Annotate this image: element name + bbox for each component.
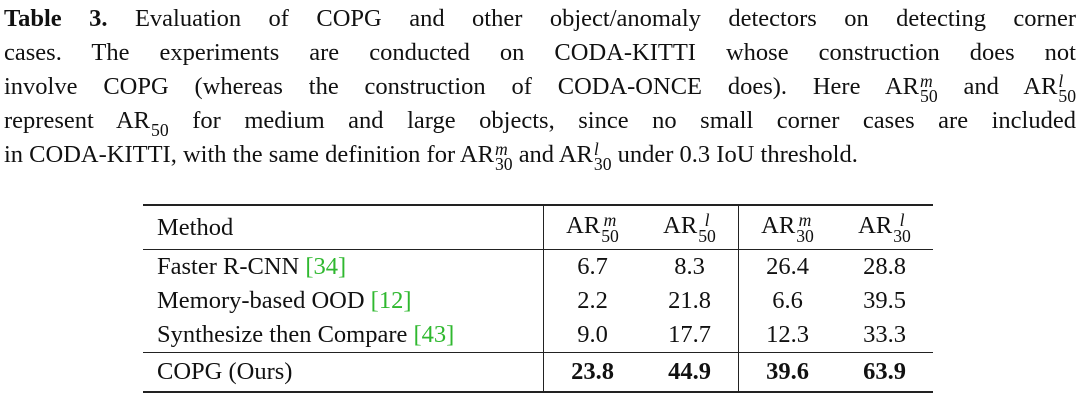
math-symbol: AR l 30 bbox=[858, 211, 911, 244]
value-cell: 6.6 bbox=[738, 284, 836, 318]
math-base: AR bbox=[566, 212, 601, 240]
math-base: AR bbox=[1023, 73, 1058, 100]
math-symbol: AR m 30 bbox=[459, 140, 513, 173]
caption-text: in CODA-KITTI, with the same definition … bbox=[4, 141, 460, 168]
math-scripts: m 30 bbox=[796, 209, 814, 246]
math-subscript: 30 bbox=[593, 154, 612, 175]
method-name: Synthesize then Compare bbox=[157, 321, 408, 348]
math-subscript: 50 bbox=[1058, 86, 1076, 107]
method-name: COPG (Ours) bbox=[157, 358, 293, 385]
caption-text: and bbox=[512, 141, 559, 168]
table-row: COPG (Ours) 23.8 44.9 39.6 63.9 bbox=[143, 352, 933, 393]
value-cell: 2.2 bbox=[543, 284, 641, 318]
value-cell: 39.6 bbox=[738, 352, 836, 393]
math-scripts: l 30 bbox=[893, 209, 911, 246]
header-cell: AR m 30 bbox=[738, 204, 836, 250]
method-cell: Memory-based OOD [12] bbox=[143, 284, 544, 318]
caption-text: involve COPG (whereas the construction o… bbox=[4, 73, 885, 100]
math-superscript: l bbox=[899, 209, 905, 230]
math-superscript: l bbox=[593, 138, 599, 159]
math-scripts: m 30 bbox=[494, 138, 513, 175]
citation[interactable]: [43] bbox=[413, 321, 455, 348]
citation[interactable]: [34] bbox=[305, 253, 347, 280]
math-symbol: AR l 30 bbox=[558, 140, 612, 173]
math-scripts: l 50 bbox=[1058, 70, 1076, 107]
method-name: Faster R-CNN bbox=[157, 253, 300, 280]
math-subscript: 50 bbox=[698, 225, 716, 246]
math-superscript: m bbox=[603, 209, 617, 230]
method-cell: Synthesize then Compare [43] bbox=[143, 318, 544, 353]
method-cell: COPG (Ours) bbox=[143, 352, 544, 393]
math-base: AR bbox=[858, 212, 893, 240]
math-superscript: l bbox=[704, 209, 710, 230]
math-scripts: l 50 bbox=[698, 209, 716, 246]
value-cell: 9.0 bbox=[543, 318, 641, 353]
math-symbol: AR l 50 bbox=[663, 211, 716, 244]
value-cell: 17.7 bbox=[668, 321, 711, 348]
caption-text: under 0.3 IoU threshold. bbox=[611, 141, 858, 168]
caption-line: involve COPG (whereas the construction o… bbox=[4, 70, 1076, 105]
value-cell: 63.9 bbox=[836, 352, 933, 393]
table-row: Memory-based OOD [12] 2.2 21.8 6.6 39.5 bbox=[143, 284, 933, 318]
caption-text: and bbox=[937, 73, 1024, 100]
value-cell: 21.8 bbox=[668, 287, 711, 314]
citation[interactable]: [12] bbox=[370, 287, 412, 314]
caption-label: Table 3. bbox=[4, 5, 108, 32]
math-symbol: AR m 50 bbox=[566, 211, 619, 244]
header-cell: AR l 30 bbox=[836, 204, 933, 250]
math-symbol: AR 50 bbox=[115, 107, 169, 140]
method-cell: Faster R-CNN [34] bbox=[143, 250, 544, 285]
math-subscript: 30 bbox=[796, 225, 814, 246]
value-cell: 39.5 bbox=[863, 287, 906, 314]
math-subscript: 30 bbox=[893, 225, 911, 246]
math-superscript: m bbox=[920, 70, 933, 91]
math-base: AR bbox=[761, 212, 796, 240]
caption-line: Table 3. Evaluation of COPG and other ob… bbox=[4, 2, 1076, 36]
caption-text: represent bbox=[4, 107, 116, 134]
caption-line: cases. The experiments are conducted on … bbox=[4, 36, 1076, 70]
value-cell: 33.3 bbox=[863, 321, 906, 348]
value-cell: 12.3 bbox=[738, 318, 836, 353]
header-cell: AR l 50 bbox=[641, 204, 739, 250]
math-base: AR bbox=[115, 107, 151, 134]
method-name: Memory-based OOD bbox=[157, 287, 365, 314]
table-row: Synthesize then Compare [43] 9.0 17.7 12.3 3… bbox=[143, 318, 933, 353]
value-cell: 8.3 bbox=[674, 253, 705, 280]
math-scripts: m 50 bbox=[601, 209, 619, 246]
math-superscript: m bbox=[798, 209, 812, 230]
math-superscript: m bbox=[494, 138, 508, 159]
math-base: AR bbox=[459, 141, 494, 168]
caption-text: for medium and large objects, since no s… bbox=[168, 107, 1076, 134]
value-cell: 44.9 bbox=[641, 352, 739, 393]
math-base: AR bbox=[884, 73, 919, 100]
math-superscript: l bbox=[1058, 70, 1064, 91]
math-scripts: l 30 bbox=[593, 138, 612, 175]
math-subscript: 50 bbox=[601, 225, 619, 246]
value-cell: 23.8 bbox=[543, 352, 641, 393]
caption-line: in CODA-KITTI, with the same definition … bbox=[4, 138, 1076, 173]
math-subscript: 50 bbox=[920, 86, 938, 107]
math-scripts: 50 bbox=[151, 115, 169, 140]
caption: Table 3. Evaluation of COPG and other ob… bbox=[4, 2, 1076, 173]
header-cell: Method bbox=[143, 204, 544, 250]
header-cell: AR m 50 bbox=[543, 204, 641, 250]
math-base: AR bbox=[558, 141, 593, 168]
table-row: Faster R-CNN [34] 6.7 8.3 26.4 28.8 bbox=[143, 249, 933, 285]
math-base: AR bbox=[663, 212, 698, 240]
caption-line: represent AR 50 for medium and large obje… bbox=[4, 104, 1076, 140]
header-row: Method AR m 50 AR l 50 AR m 30 AR l 30 bbox=[143, 204, 933, 250]
value-cell: 26.4 bbox=[738, 249, 836, 284]
value-cell: 28.8 bbox=[863, 253, 906, 280]
math-symbol: AR m 30 bbox=[761, 211, 814, 244]
math-scripts: m 50 bbox=[920, 70, 938, 107]
results-table: Method AR m 50 AR l 50 AR m 30 AR l 30 Faster R-CNN [… bbox=[143, 204, 933, 393]
math-subscript: 30 bbox=[494, 154, 513, 175]
math-symbol: AR m 50 bbox=[884, 72, 938, 105]
math-subscript: 50 bbox=[151, 120, 169, 141]
value-cell: 6.7 bbox=[543, 249, 641, 284]
math-symbol: AR l 50 bbox=[1023, 72, 1076, 105]
caption-text: Evaluation of COPG and other object/anom… bbox=[107, 5, 1076, 32]
caption-text: cases. The experiments are conducted on … bbox=[4, 39, 1076, 66]
